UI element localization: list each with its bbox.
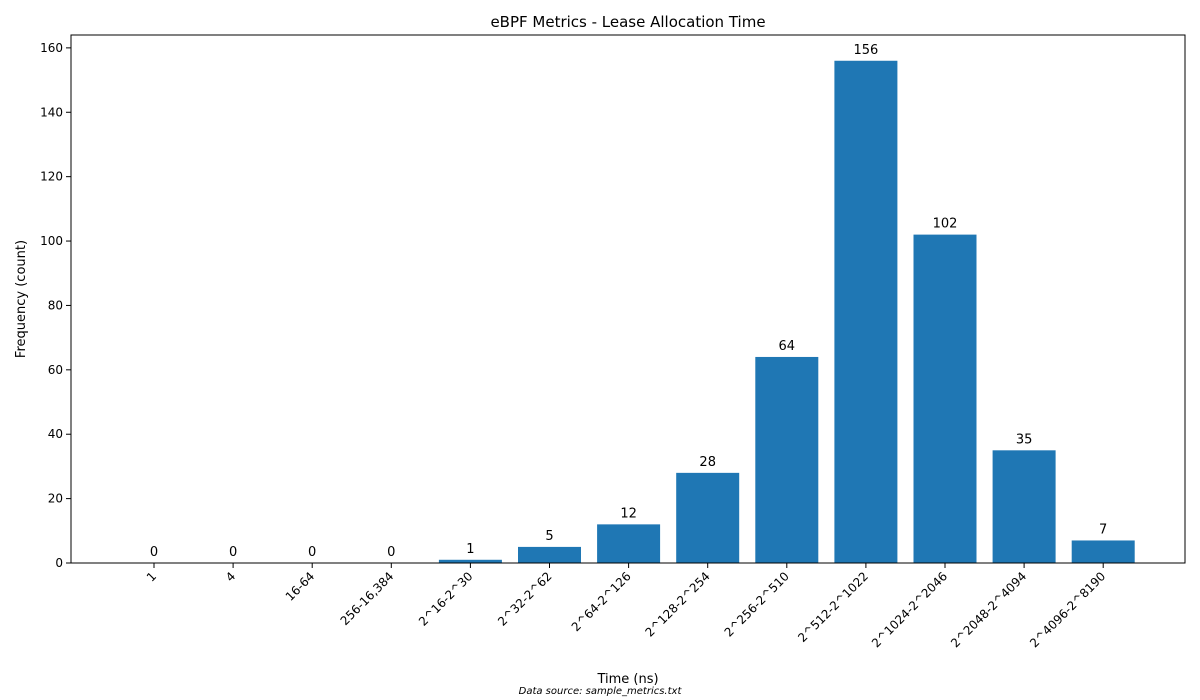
data-label: 12 bbox=[620, 506, 637, 521]
data-label: 102 bbox=[933, 217, 958, 232]
y-tick-label: 0 bbox=[55, 556, 63, 570]
y-tick-label: 140 bbox=[40, 105, 63, 119]
bar bbox=[438, 559, 502, 563]
y-axis-label: Frequency (count) bbox=[14, 240, 29, 358]
y-tick-label: 120 bbox=[40, 170, 63, 184]
bar bbox=[992, 450, 1056, 563]
bar bbox=[597, 524, 661, 563]
bar bbox=[518, 546, 581, 563]
y-tick-label: 20 bbox=[48, 492, 63, 506]
data-label: 0 bbox=[150, 545, 158, 560]
y-tick-label: 80 bbox=[48, 298, 63, 312]
y-tick-label: 60 bbox=[48, 363, 63, 377]
bar bbox=[913, 234, 977, 564]
data-label: 0 bbox=[229, 545, 237, 560]
data-label: 28 bbox=[699, 455, 716, 470]
data-label: 35 bbox=[1016, 432, 1033, 447]
y-tick-label: 160 bbox=[40, 41, 63, 55]
bar bbox=[676, 472, 740, 563]
data-labels-group: 0 0 0 0 1 5 12 28 64 156 102 35 7 bbox=[150, 43, 1107, 560]
data-source-footnote: Data source: sample_metrics.txt bbox=[519, 686, 683, 697]
bar bbox=[1071, 540, 1135, 563]
bars-group bbox=[438, 60, 1135, 564]
data-label: 7 bbox=[1099, 522, 1107, 537]
chart-title: eBPF Metrics - Lease Allocation Time bbox=[490, 13, 765, 31]
data-label: 156 bbox=[853, 43, 878, 58]
data-label: 64 bbox=[779, 339, 796, 354]
y-axis: 0 20 40 60 80 100 120 140 160 bbox=[40, 41, 71, 570]
plot-frame bbox=[70, 34, 1186, 564]
data-label: 1 bbox=[466, 542, 474, 557]
data-label: 0 bbox=[308, 545, 316, 560]
x-axis-label: Time (ns) bbox=[596, 672, 658, 687]
data-label: 0 bbox=[387, 545, 395, 560]
data-label: 5 bbox=[545, 529, 553, 544]
bar bbox=[755, 356, 819, 563]
y-tick-label: 40 bbox=[48, 427, 63, 441]
bar bbox=[834, 60, 898, 563]
y-tick-label: 100 bbox=[40, 234, 63, 248]
